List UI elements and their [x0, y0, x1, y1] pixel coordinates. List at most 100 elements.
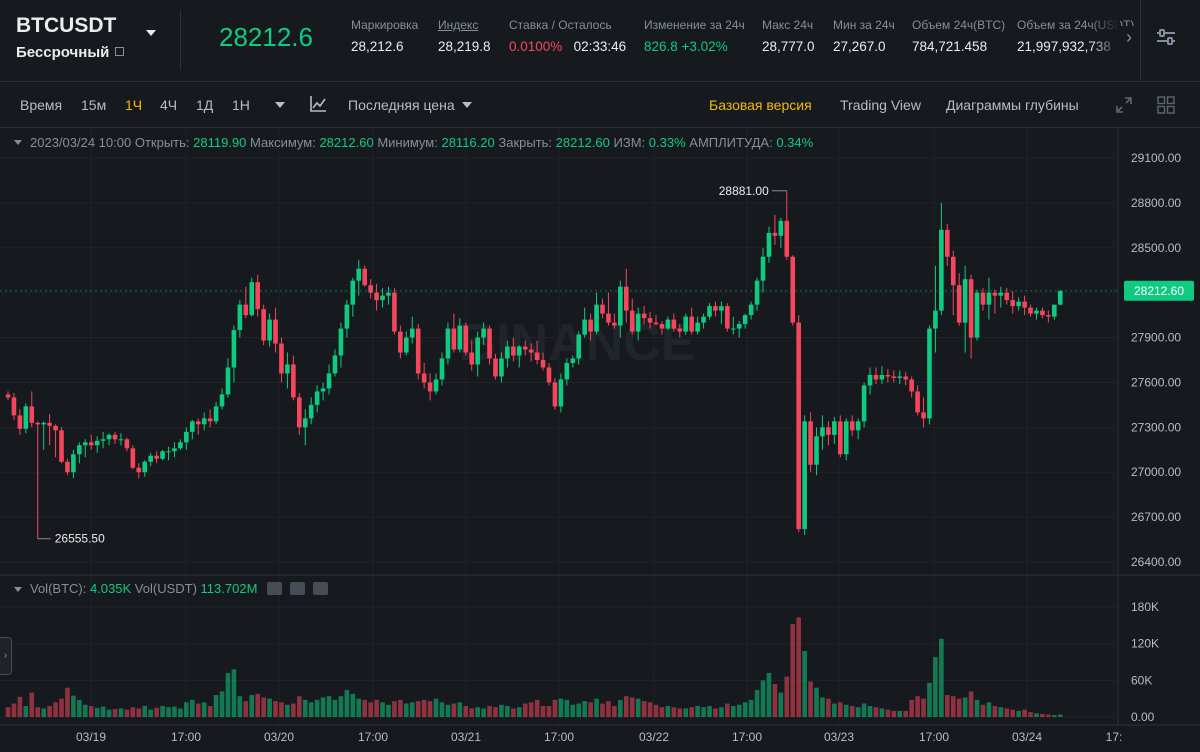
candle-body: [47, 422, 52, 426]
volume-collapse-icon[interactable]: [14, 587, 22, 592]
candle-body: [439, 358, 445, 380]
side-panel-toggle[interactable]: ›: [0, 637, 12, 675]
volume-bar: [421, 699, 427, 717]
volume-bar: [362, 699, 367, 717]
high-label: Максимум:: [250, 135, 316, 150]
volume-bar: [320, 697, 326, 717]
book-icon[interactable]: [115, 47, 125, 56]
volume-bar: [522, 703, 528, 717]
view-basic[interactable]: Базовая версия: [709, 97, 812, 113]
volume-bar: [386, 704, 391, 717]
volume-bar: [867, 706, 873, 717]
candle-body: [1046, 315, 1051, 317]
candle-body: [94, 440, 100, 446]
candle-body: [897, 376, 903, 378]
volume-bar: [267, 698, 272, 717]
vol-btc-value: 4.035K: [89, 581, 132, 596]
volume-bar: [29, 692, 35, 717]
close-icon[interactable]: [313, 582, 329, 595]
stat-label: Ставка / Осталось: [509, 18, 612, 32]
candle-body: [600, 304, 605, 314]
volume-bar: [88, 706, 94, 717]
min-price-annotation: 26555.50: [55, 532, 105, 546]
candle-body: [487, 328, 492, 359]
interval-15m[interactable]: 15м: [81, 97, 107, 113]
interval-1h[interactable]: 1Ч: [125, 97, 143, 113]
volume-bar: [790, 624, 796, 717]
candle-body: [511, 346, 516, 356]
candle-body: [522, 346, 528, 350]
candle-body: [82, 442, 88, 446]
volume-bar: [100, 706, 106, 717]
volume-bar: [808, 681, 813, 717]
stat-label[interactable]: Индекс: [438, 18, 479, 32]
candle-body: [695, 322, 700, 332]
candle-body: [855, 421, 861, 431]
legend-collapse-icon[interactable]: [14, 140, 22, 145]
chevron-down-icon[interactable]: [462, 102, 472, 108]
interval-1w[interactable]: 1Н: [232, 97, 250, 113]
volume-bar: [1016, 710, 1021, 717]
candle-body: [166, 451, 171, 453]
view-tradingview[interactable]: Trading View: [840, 97, 921, 113]
volume-bar: [730, 706, 736, 717]
view-depth[interactable]: Диаграммы глубины: [946, 97, 1079, 113]
layout-grid-icon[interactable]: [1157, 96, 1175, 114]
volume-bar: [683, 708, 689, 717]
price-type-select[interactable]: Последняя цена: [348, 97, 455, 113]
settings-sliders-icon[interactable]: [1155, 26, 1177, 48]
fullscreen-icon[interactable]: [1115, 96, 1133, 114]
volume-bar: [237, 696, 243, 717]
candle-body: [297, 397, 302, 428]
interval-4h[interactable]: 4Ч: [160, 97, 178, 113]
candle-body: [992, 292, 998, 296]
candle-body: [629, 310, 635, 332]
candle-body: [641, 313, 647, 319]
time-tick-label: 03/23: [824, 730, 854, 744]
volume-bar: [748, 699, 754, 717]
volume-bar: [445, 704, 451, 717]
volume-bar: [826, 698, 831, 717]
candle-body: [1034, 310, 1039, 314]
kline-chart[interactable]: BINANCE 29100.0028800.0028500.0028200.00…: [0, 128, 1200, 752]
volume-bar: [398, 699, 403, 717]
time-tick-label: 03/24: [1012, 730, 1042, 744]
volume-bar: [65, 687, 70, 717]
volume-bar: [457, 702, 463, 717]
candle-body: [88, 442, 94, 446]
candle-body: [766, 232, 772, 257]
annotation-layer: 28881.00 26555.50 28212.60: [0, 184, 1194, 546]
volume-bar: [409, 702, 415, 717]
more-intervals-icon[interactable]: [275, 102, 285, 108]
candle-body: [65, 461, 70, 473]
volume-bar: [838, 702, 843, 717]
price-tick-label: 27900.00: [1131, 331, 1181, 345]
candle-body: [956, 285, 962, 323]
symbol-dropdown-icon[interactable]: [146, 30, 156, 36]
stat-label: Изменение за 24ч: [644, 18, 745, 32]
symbol-selector[interactable]: BTCUSDT: [16, 14, 117, 37]
chevron-right-icon[interactable]: ›: [1118, 26, 1140, 48]
stat-change-24h: Изменение за 24ч 826.8 +3.02%: [644, 18, 745, 54]
candle-body: [11, 397, 17, 416]
volume-bar: [796, 617, 801, 717]
stat-index-price[interactable]: Индекс 28,219.8: [438, 18, 491, 54]
time-label[interactable]: Время: [20, 97, 63, 113]
contract-type-label: Бессрочный: [16, 44, 110, 61]
stat-value: 784,721.458: [912, 39, 988, 54]
interval-1d[interactable]: 1Д: [196, 97, 214, 113]
candle-body: [17, 415, 23, 429]
candle-body: [570, 358, 576, 363]
settings-icon[interactable]: [290, 582, 306, 595]
volume-bar: [558, 698, 564, 717]
candle-body: [808, 421, 813, 465]
eye-icon[interactable]: [267, 582, 283, 595]
volume-bar: [534, 699, 540, 717]
time-tick-label: 03/21: [451, 730, 481, 744]
indicator-icon[interactable]: [309, 95, 327, 113]
candle-body: [683, 316, 689, 332]
stat-label: Макс 24ч: [762, 18, 814, 32]
volume-tick-label: 60K: [1131, 673, 1152, 687]
stat-label: Маркировка: [351, 18, 419, 32]
time-tick-label: 17:00: [732, 730, 762, 744]
